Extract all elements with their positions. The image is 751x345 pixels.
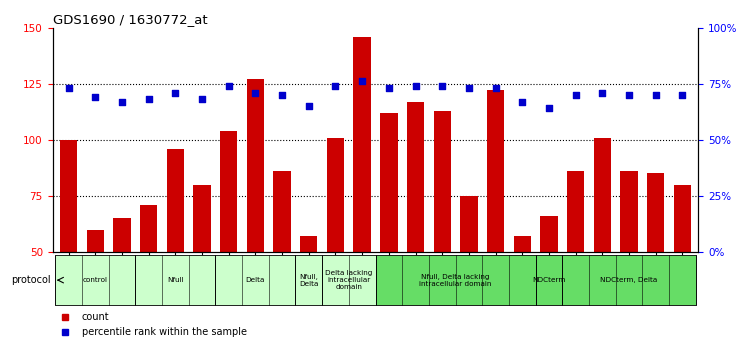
Text: GDS1690 / 1630772_at: GDS1690 / 1630772_at	[53, 13, 207, 27]
Bar	[295, 255, 322, 305]
Point	[356, 79, 368, 84]
Text: Delta lacking
intracellular
domain: Delta lacking intracellular domain	[325, 270, 372, 290]
Bar	[487, 90, 504, 345]
Bar	[86, 230, 104, 345]
Bar	[167, 149, 184, 345]
Bar	[273, 171, 291, 345]
Text: percentile rank within the sample: percentile rank within the sample	[82, 327, 246, 337]
Point	[116, 99, 128, 105]
Point	[623, 92, 635, 98]
Bar	[562, 255, 695, 305]
Point	[570, 92, 582, 98]
Bar	[376, 255, 535, 305]
Bar	[216, 255, 295, 305]
Text: control: control	[83, 277, 108, 283]
Point	[677, 92, 689, 98]
Bar	[594, 138, 611, 345]
Bar	[535, 255, 562, 305]
Bar	[220, 131, 237, 345]
Bar	[140, 205, 157, 345]
Point	[596, 90, 608, 96]
Bar	[460, 196, 478, 345]
Point	[383, 86, 395, 91]
Bar	[56, 255, 135, 305]
Bar	[540, 216, 558, 345]
Bar	[300, 236, 318, 345]
Text: Nfull: Nfull	[167, 277, 184, 283]
Point	[276, 92, 288, 98]
Text: protocol: protocol	[11, 275, 51, 285]
Text: NDCterm, Delta: NDCterm, Delta	[600, 277, 658, 283]
Bar	[514, 236, 531, 345]
Bar	[247, 79, 264, 345]
Point	[196, 97, 208, 102]
Point	[303, 104, 315, 109]
Text: count: count	[82, 312, 109, 322]
Bar	[135, 255, 216, 305]
Bar	[354, 37, 371, 345]
Point	[409, 83, 421, 89]
Text: Nfull, Delta lacking
intracellular domain: Nfull, Delta lacking intracellular domai…	[419, 274, 492, 287]
Bar	[433, 111, 451, 345]
Text: NDCterm: NDCterm	[532, 277, 566, 283]
Bar	[380, 113, 397, 345]
Point	[463, 86, 475, 91]
Bar	[60, 140, 77, 345]
Point	[436, 83, 448, 89]
Point	[330, 83, 342, 89]
Point	[89, 95, 101, 100]
Bar	[620, 171, 638, 345]
Bar	[193, 185, 211, 345]
Bar	[407, 102, 424, 345]
Bar	[113, 218, 131, 345]
Point	[516, 99, 528, 105]
Point	[143, 97, 155, 102]
Bar	[674, 185, 691, 345]
Bar	[322, 255, 376, 305]
Text: Nfull,
Delta: Nfull, Delta	[299, 274, 318, 287]
Point	[169, 90, 181, 96]
Point	[62, 86, 74, 91]
Point	[650, 92, 662, 98]
Point	[223, 83, 235, 89]
Bar	[327, 138, 344, 345]
Text: Delta: Delta	[246, 277, 265, 283]
Point	[543, 106, 555, 111]
Bar	[647, 174, 665, 345]
Point	[490, 86, 502, 91]
Bar	[567, 171, 584, 345]
Point	[249, 90, 261, 96]
